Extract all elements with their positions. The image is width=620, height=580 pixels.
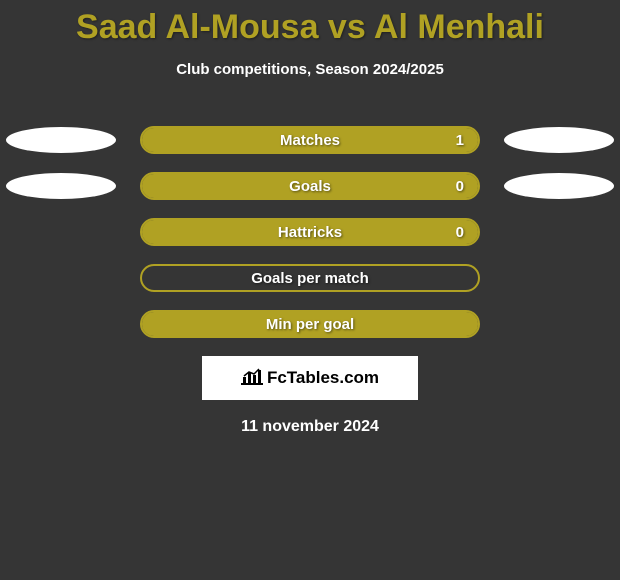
stat-bar: Min per goal: [140, 310, 480, 338]
player-oval-right: [504, 173, 614, 199]
player-oval-left: [6, 173, 116, 199]
stat-label: Min per goal: [266, 316, 354, 333]
chart-icon: [241, 367, 263, 390]
attribution-text: FcTables.com: [267, 368, 379, 388]
stat-row: Hattricks 0: [0, 218, 620, 246]
stat-label: Goals per match: [251, 270, 369, 287]
attribution-badge: FcTables.com: [202, 356, 418, 400]
stat-value: 0: [456, 178, 464, 195]
stat-bar: Hattricks 0: [140, 218, 480, 246]
stat-bar: Goals 0: [140, 172, 480, 200]
stat-label: Matches: [280, 132, 340, 149]
page-title: Saad Al-Mousa vs Al Menhali: [0, 0, 620, 47]
stat-value: 1: [456, 132, 464, 149]
stats-container: Matches 1 Goals 0 Hattricks 0 Goals per match M…: [0, 126, 620, 338]
date-text: 11 november 2024: [0, 418, 620, 436]
stat-label: Goals: [289, 178, 331, 195]
player-oval-right: [504, 127, 614, 153]
stat-bar: Goals per match: [140, 264, 480, 292]
stat-row: Matches 1: [0, 126, 620, 154]
stat-label: Hattricks: [278, 224, 342, 241]
stat-bar: Matches 1: [140, 126, 480, 154]
stat-value: 0: [456, 224, 464, 241]
page-subtitle: Club competitions, Season 2024/2025: [0, 61, 620, 78]
stat-row: Min per goal: [0, 310, 620, 338]
player-oval-left: [6, 127, 116, 153]
stat-row: Goals 0: [0, 172, 620, 200]
stat-row: Goals per match: [0, 264, 620, 292]
